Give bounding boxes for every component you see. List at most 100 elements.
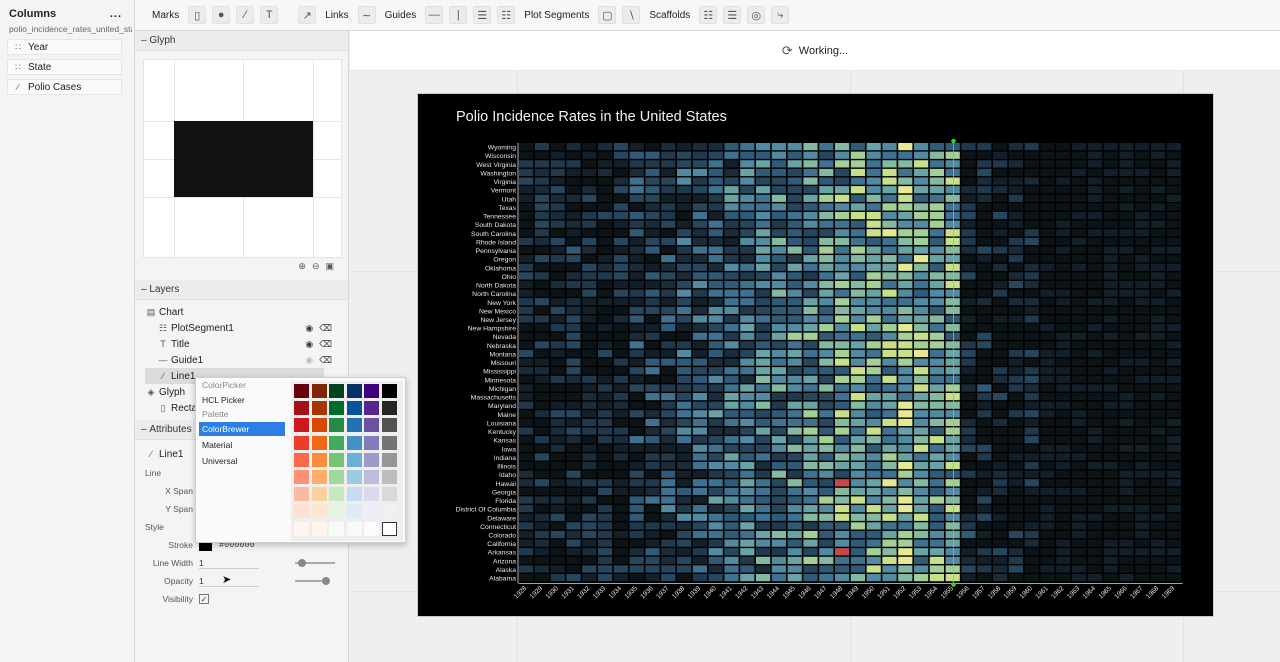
heatmap-cell[interactable] [1166, 384, 1181, 392]
heatmap-cell[interactable] [882, 194, 897, 202]
heatmap-cell[interactable] [898, 211, 913, 220]
heatmap-cell[interactable] [787, 574, 802, 582]
heatmap-cell[interactable] [598, 280, 613, 289]
heatmap-cell[interactable] [1056, 565, 1071, 573]
hcl-picker-item[interactable]: HCL Picker [202, 395, 245, 405]
heatmap-cell[interactable] [598, 220, 613, 228]
heatmap-cell[interactable] [977, 392, 992, 401]
heatmap-cell[interactable] [787, 306, 802, 314]
heatmap-cell[interactable] [866, 522, 881, 530]
heatmap-cell[interactable] [1087, 177, 1102, 185]
heatmap-cell[interactable] [1056, 263, 1071, 271]
heatmap-cell[interactable] [677, 237, 692, 246]
heatmap-cell[interactable] [819, 306, 834, 314]
heatmap-cell[interactable] [519, 436, 534, 444]
heatmap-cell[interactable] [1166, 574, 1181, 582]
color-swatch[interactable] [364, 401, 379, 416]
heatmap-cell[interactable] [1056, 324, 1071, 332]
heatmap-cell[interactable] [724, 237, 739, 246]
heatmap-cell[interactable] [929, 177, 944, 185]
heatmap-cell[interactable] [835, 143, 850, 151]
heatmap-cell[interactable] [582, 479, 597, 487]
heatmap-cell[interactable] [534, 211, 549, 220]
heatmap-cell[interactable] [550, 332, 565, 340]
heatmap-cell[interactable] [1166, 522, 1181, 530]
heatmap-cell[interactable] [692, 556, 707, 564]
heatmap-cell[interactable] [534, 436, 549, 444]
heatmap-cell[interactable] [898, 574, 913, 582]
heatmap-cell[interactable] [566, 194, 581, 202]
heatmap-cell[interactable] [866, 565, 881, 573]
heatmap-cell[interactable] [756, 530, 771, 539]
heatmap-cell[interactable] [819, 203, 834, 211]
heatmap-cell[interactable] [1040, 194, 1055, 202]
heatmap-cell[interactable] [914, 315, 929, 323]
heatmap-cell[interactable] [629, 289, 644, 297]
column-item-year[interactable]: ∷ Year [7, 39, 122, 55]
heatmap-cell[interactable] [613, 186, 628, 194]
heatmap-cell[interactable] [945, 332, 960, 340]
heatmap-cell[interactable] [914, 548, 929, 556]
heatmap-cell[interactable] [677, 186, 692, 194]
heatmap-cell[interactable] [613, 565, 628, 573]
heatmap-cell[interactable] [1040, 556, 1055, 564]
heatmap-cell[interactable] [1119, 574, 1134, 582]
heatmap-cell[interactable] [1151, 341, 1166, 349]
heatmap-cell[interactable] [1008, 410, 1023, 418]
heatmap-cell[interactable] [724, 263, 739, 271]
heatmap-cell[interactable] [1151, 160, 1166, 168]
heatmap-cell[interactable] [1103, 211, 1118, 220]
heatmap-cell[interactable] [850, 151, 865, 159]
heatmap-cell[interactable] [756, 194, 771, 202]
heatmap-cell[interactable] [613, 151, 628, 159]
heatmap-cell[interactable] [724, 539, 739, 547]
heatmap-cell[interactable] [566, 556, 581, 564]
heatmap-cell[interactable] [566, 143, 581, 151]
heatmap-cell[interactable] [708, 392, 723, 401]
heatmap-cell[interactable] [945, 427, 960, 435]
heatmap-cell[interactable] [835, 349, 850, 358]
heatmap-cell[interactable] [1103, 151, 1118, 159]
color-swatch[interactable] [346, 384, 362, 398]
heatmap-cell[interactable] [692, 315, 707, 323]
heatmap-cell[interactable] [519, 358, 534, 366]
heatmap-cell[interactable] [866, 358, 881, 366]
heatmap-cell[interactable] [692, 479, 707, 487]
heatmap-cell[interactable] [803, 143, 818, 151]
heatmap-cell[interactable] [866, 315, 881, 323]
heatmap-cell[interactable] [1135, 229, 1150, 237]
heatmap-cell[interactable] [1166, 168, 1181, 177]
heatmap-cell[interactable] [613, 505, 628, 513]
heatmap-cell[interactable] [550, 453, 565, 461]
heatmap-cell[interactable] [550, 341, 565, 349]
heatmap-cell[interactable] [945, 444, 960, 452]
heatmap-cell[interactable] [1024, 298, 1039, 306]
heatmap-cell[interactable] [866, 349, 881, 358]
heatmap-cell[interactable] [661, 470, 676, 478]
heatmap-cell[interactable] [708, 246, 723, 254]
heatmap-cell[interactable] [866, 324, 881, 332]
heatmap-cell[interactable] [645, 160, 660, 168]
heatmap-cell[interactable] [1166, 272, 1181, 280]
heatmap-cell[interactable] [534, 453, 549, 461]
heatmap-cell[interactable] [961, 522, 976, 530]
heatmap-cell[interactable] [1087, 220, 1102, 228]
heatmap-cell[interactable] [692, 237, 707, 246]
heatmap-cell[interactable] [977, 444, 992, 452]
color-swatch[interactable] [364, 487, 379, 502]
heatmap-cell[interactable] [1072, 349, 1087, 358]
heatmap-cell[interactable] [1119, 513, 1134, 521]
heatmap-cell[interactable] [993, 565, 1008, 573]
heatmap-cell[interactable] [708, 177, 723, 185]
heatmap-cell[interactable] [1072, 186, 1087, 194]
heatmap-cell[interactable] [1056, 470, 1071, 478]
vertical-scaffold-button[interactable]: ☰ [723, 6, 742, 24]
heatmap-cell[interactable] [866, 229, 881, 237]
heatmap-cell[interactable] [1166, 358, 1181, 366]
heatmap-cell[interactable] [882, 496, 897, 504]
heatmap-cell[interactable] [803, 384, 818, 392]
heatmap-cell[interactable] [787, 220, 802, 228]
heatmap-cell[interactable] [598, 574, 613, 582]
heatmap-cell[interactable] [598, 324, 613, 332]
heatmap-cell[interactable] [519, 324, 534, 332]
